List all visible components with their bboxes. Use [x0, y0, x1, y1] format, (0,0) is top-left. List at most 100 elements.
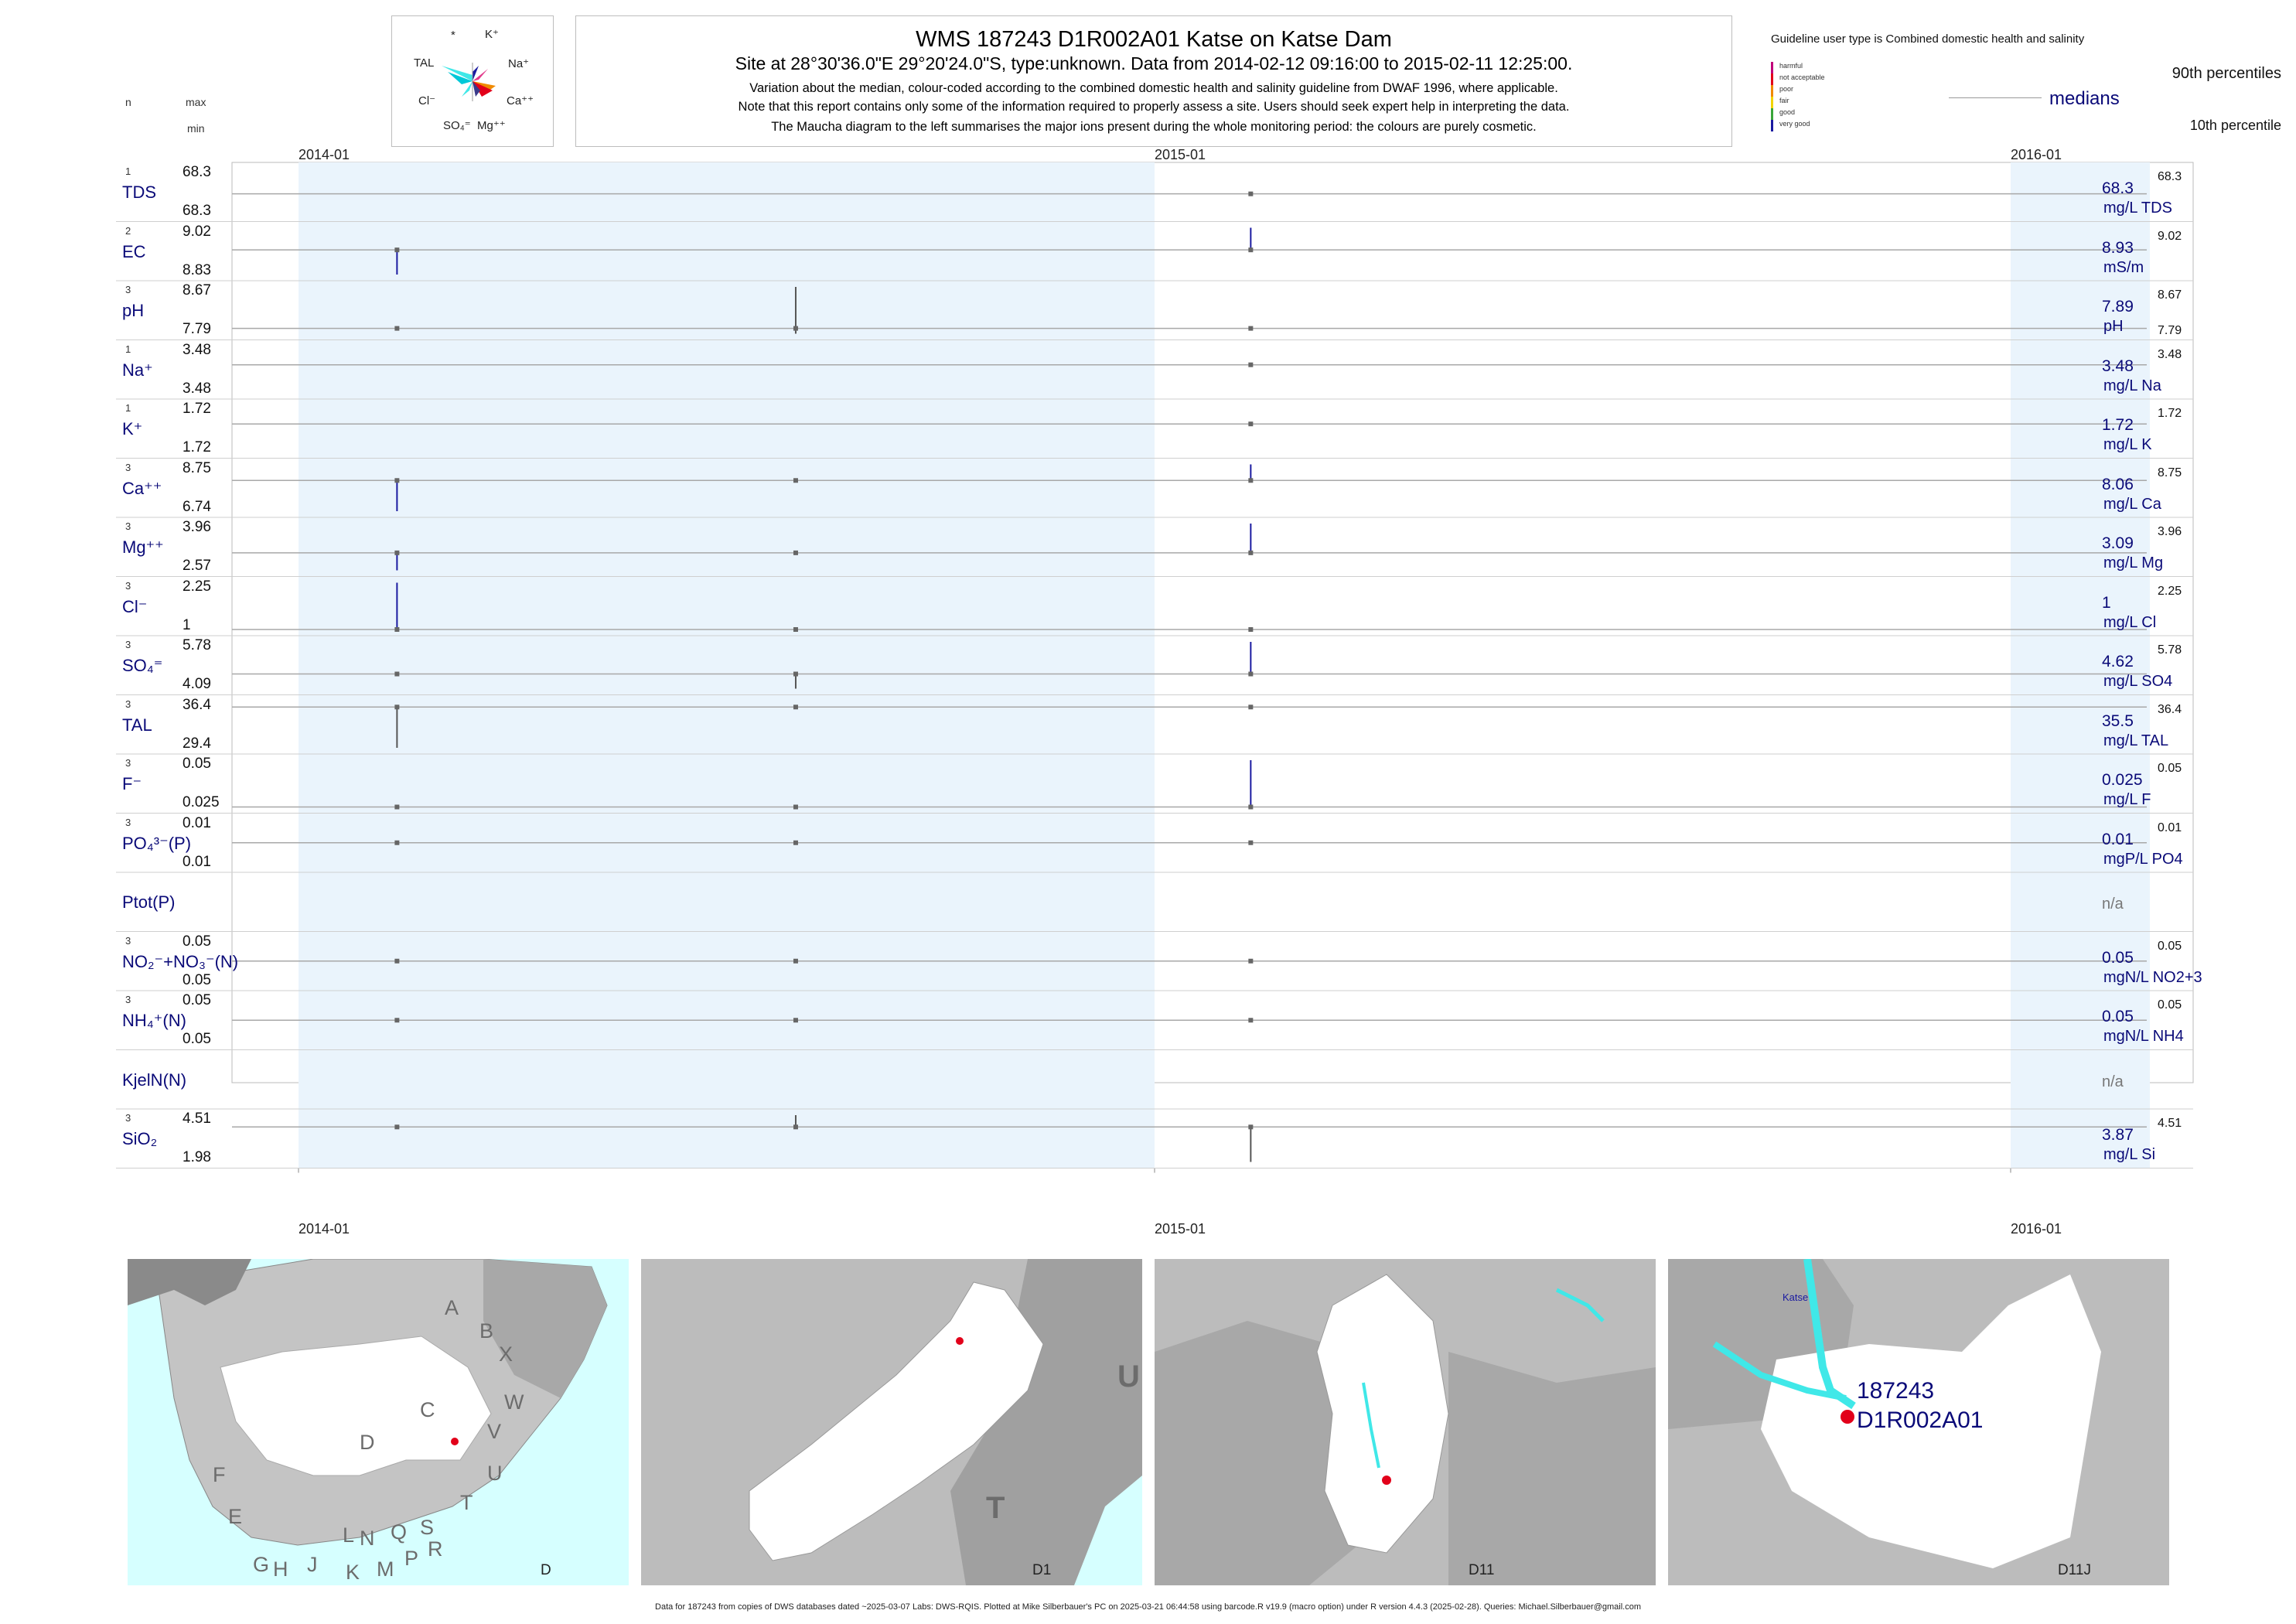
map2-caption: D1 [1032, 1562, 1052, 1578]
map1-region-label: X [499, 1343, 513, 1366]
legend-90th: 90th percentiles [2171, 65, 2281, 82]
row-min-value: 0.01 [183, 853, 211, 870]
sample-median-point [1248, 705, 1254, 710]
maucha-label-so4: SO₄⁼ [443, 119, 471, 132]
guideline-title: Guideline user type is Combined domestic… [1771, 32, 2085, 46]
legend-medians: medians [2049, 88, 2120, 109]
map4-dam-label: Katse [1783, 1291, 1809, 1303]
row-min-value: 0.05 [183, 971, 211, 988]
map-panel-tertiary-catchment: D11 [1155, 1259, 1656, 1585]
row-unit: mgP/L PO4 [2103, 850, 2183, 868]
row-count: 3 [125, 520, 131, 532]
row-count: 3 [125, 284, 131, 295]
row-median-value: 4.62 [2102, 653, 2134, 670]
row-median-value: 35.5 [2102, 711, 2134, 730]
maucha-label-ca: Ca⁺⁺ [507, 94, 534, 107]
row-right-min: 7.79 [2158, 324, 2182, 337]
guideline-class-label: fair [1779, 97, 1789, 104]
row-count: 3 [125, 816, 131, 828]
map1-region-label: L [343, 1523, 355, 1547]
row-min-value: 6.74 [183, 498, 211, 515]
col-header-min: min [187, 122, 205, 135]
row-right-max: 1.72 [2158, 407, 2182, 420]
sample-median-point [1248, 1124, 1254, 1130]
row-max-value: 68.3 [183, 164, 211, 180]
row-max-value: 0.05 [183, 933, 211, 950]
row-unit: mg/L Ca [2103, 495, 2161, 513]
row-count: 2 [125, 224, 131, 237]
row-min-value: 1 [183, 616, 191, 633]
row-count: 3 [125, 994, 131, 1005]
map-panel-quaternary-catchment: Katse 187243 D1R002A01 D11J [1668, 1259, 2169, 1585]
row-parameter-label: SiO₂ [122, 1129, 158, 1148]
maucha-label-cl: Cl⁻ [418, 94, 436, 107]
guideline-class-label: not acceptable [1779, 73, 1825, 81]
guideline-swatch [1771, 108, 1773, 120]
sample-median-point [1248, 478, 1254, 483]
row-unit: mS/m [2103, 258, 2144, 276]
map3-caption: D11 [1469, 1562, 1495, 1578]
guideline-class: poor [1771, 85, 1793, 97]
row-right-max: 68.3 [2158, 170, 2182, 183]
row-max-value: 36.4 [183, 696, 211, 713]
row-min-value: 1.98 [183, 1149, 211, 1165]
row-parameter-label: Na⁺ [122, 360, 153, 380]
map1-region-label: B [479, 1319, 494, 1343]
legend-median-line [1949, 97, 2042, 98]
guideline-class-label: good [1779, 108, 1796, 116]
row-unit: mg/L TDS [2103, 200, 2172, 217]
footer-note: Data for 187243 from copies of DWS datab… [655, 1602, 1641, 1612]
sample-median-point [1248, 671, 1254, 677]
map1-region-label: E [228, 1505, 243, 1528]
map4-caption: D11J [2058, 1562, 2091, 1578]
row-median-value: 3.48 [2102, 357, 2134, 375]
map1-region-label: V [487, 1420, 502, 1443]
map1-region-label: J [307, 1553, 318, 1576]
row-count: 3 [125, 579, 131, 592]
title-box: WMS 187243 D1R002A01 Katse on Katse Dam … [575, 15, 1732, 147]
row-parameter-label: K⁺ [122, 419, 143, 438]
row-right-max: 36.4 [2158, 702, 2182, 716]
row-min-value: 1.72 [183, 439, 211, 455]
guideline-class: fair [1771, 97, 1789, 108]
map1-region-label: F [213, 1463, 226, 1486]
x-tick-label: 2015-01 [1155, 147, 1206, 162]
row-right-max: 4.51 [2158, 1117, 2182, 1130]
map-panel-secondary-catchment: U T D1 [641, 1259, 1142, 1585]
row-median-value: 3.09 [2102, 534, 2134, 552]
row-right-max: 8.75 [2158, 466, 2182, 479]
row-right-max: 5.78 [2158, 643, 2182, 657]
sample-median-point [1248, 247, 1254, 253]
map2-letter-u: U [1117, 1360, 1140, 1394]
row-min-value: 0.025 [183, 794, 220, 810]
sample-median-point [394, 840, 400, 845]
sample-median-point [793, 671, 798, 677]
map1-region-label: U [487, 1462, 503, 1485]
shade-band-2014 [299, 162, 1155, 1169]
row-unit: mg/L Cl [2103, 613, 2157, 631]
row-count: 3 [125, 1112, 131, 1124]
site-marker-quaternary [1841, 1410, 1854, 1424]
row-count: 3 [125, 698, 131, 710]
row-median-value: 8.93 [2102, 238, 2134, 257]
col-header-max: max [186, 96, 206, 108]
row-min-value: 7.79 [183, 321, 211, 337]
guideline-swatch [1771, 85, 1773, 97]
sample-median-point [1248, 326, 1254, 331]
row-unit: mgN/L NO2+3 [2103, 968, 2202, 986]
sample-median-point [1248, 804, 1254, 810]
row-min-value: 68.3 [183, 203, 211, 219]
map1-region-label: Q [391, 1520, 408, 1544]
sample-median-point [394, 671, 400, 677]
sample-median-point [1248, 958, 1254, 964]
row-parameter-label: Mg⁺⁺ [122, 537, 164, 557]
guideline-swatch [1771, 73, 1773, 85]
x-tick-label: 2014-01 [299, 147, 350, 162]
sample-median-point [394, 326, 400, 331]
row-median-value: 68.3 [2102, 179, 2134, 197]
chart-title: WMS 187243 D1R002A01 Katse on Katse Dam [916, 27, 1392, 52]
row-max-value: 2.25 [183, 578, 211, 595]
sample-median-point [793, 958, 798, 964]
sample-median-point [394, 1018, 400, 1023]
maucha-label-star: * [451, 29, 455, 42]
